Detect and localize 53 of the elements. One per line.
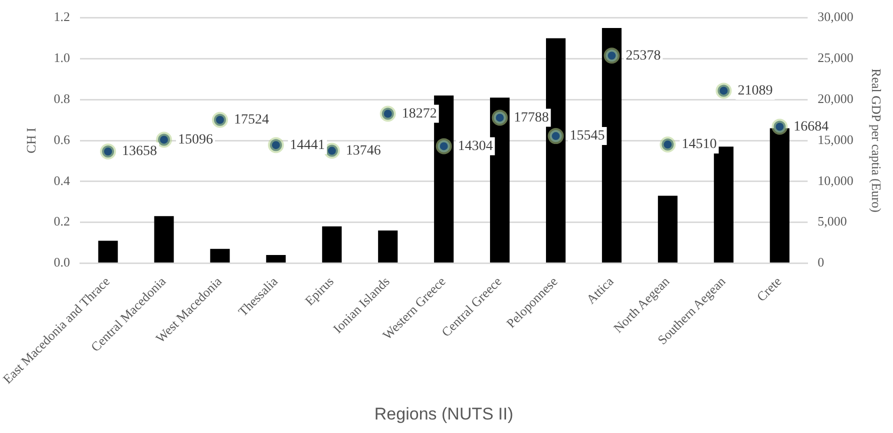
x-tick-label: Crete xyxy=(754,274,784,304)
y2-tick-label: 0 xyxy=(818,254,824,270)
bar xyxy=(770,128,790,262)
point xyxy=(212,112,228,128)
point xyxy=(716,82,732,99)
bar xyxy=(322,226,342,262)
y-tick-label: 0.2 xyxy=(54,214,70,229)
y-tick-label: 0.6 xyxy=(54,132,71,147)
bar xyxy=(154,216,174,262)
data-label: 17524 xyxy=(234,112,269,128)
x-axis-title: Regions (NUTS II) xyxy=(374,404,514,424)
point xyxy=(604,48,620,64)
y2-tick-label: 10,000 xyxy=(818,172,854,188)
point xyxy=(100,143,116,160)
y2-tick-label: 15,000 xyxy=(818,132,854,147)
point xyxy=(156,132,172,148)
point xyxy=(380,106,396,122)
data-label: 15096 xyxy=(178,132,213,148)
point xyxy=(772,118,788,135)
point xyxy=(324,142,340,159)
bar xyxy=(266,255,286,262)
data-label: 14441 xyxy=(290,138,325,153)
data-label: 14304 xyxy=(458,138,493,154)
bar xyxy=(714,146,734,262)
point xyxy=(548,128,564,144)
y2-tick-label: 20,000 xyxy=(818,91,854,106)
y2-axis-title: Real GDP per captia (Euro) xyxy=(868,68,884,212)
y-tick-label: 0.8 xyxy=(54,91,70,106)
point xyxy=(492,110,508,126)
point xyxy=(660,136,676,153)
data-label: 18272 xyxy=(402,106,437,122)
y2-tick-label: 5,000 xyxy=(818,214,847,229)
y2-tick-label: 25,000 xyxy=(818,50,854,66)
bar xyxy=(378,230,398,262)
bar xyxy=(210,248,230,262)
y-tick-label: 0.4 xyxy=(54,172,71,188)
bar xyxy=(98,240,118,262)
data-label: 15545 xyxy=(570,128,605,144)
y-tick-label: 1.0 xyxy=(54,50,70,66)
point xyxy=(268,137,284,154)
y-tick-label: 1.2 xyxy=(54,9,70,24)
point xyxy=(436,138,452,154)
data-label: 16684 xyxy=(794,119,829,134)
data-label: 13658 xyxy=(122,144,158,160)
data-label: 17788 xyxy=(514,110,549,126)
data-label: 14510 xyxy=(682,137,717,152)
data-label: 21089 xyxy=(738,83,773,98)
data-label: 25378 xyxy=(626,48,661,64)
bar xyxy=(658,196,678,262)
y-axis-title: CH I xyxy=(23,128,38,154)
data-label: 13746 xyxy=(346,143,381,158)
y-tick-label: 0.0 xyxy=(54,254,70,270)
y2-tick-label: 30,000 xyxy=(818,9,854,24)
